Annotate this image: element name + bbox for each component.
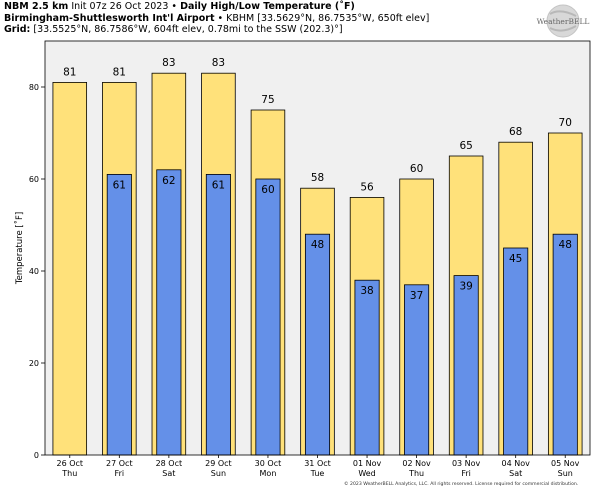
low-temp-bar: [453, 275, 479, 456]
chart-title: Daily High/Low Temperature (˚F): [180, 1, 355, 12]
separator: •: [171, 1, 178, 12]
low-temp-bar: [255, 178, 281, 456]
low-temp-bar: [404, 284, 430, 456]
low-temp-label: 39: [459, 281, 472, 293]
y-tick-label: 80: [29, 83, 39, 92]
x-tick-label-day: Thu: [408, 469, 424, 478]
high-temp-label: 60: [410, 163, 423, 175]
x-tick-label-day: Mon: [260, 469, 277, 478]
high-temp-label: 81: [63, 66, 76, 78]
x-tick-label-day: Wed: [358, 469, 375, 478]
x-tick-label-day: Sun: [211, 469, 226, 478]
x-tick-label-day: Fri: [115, 469, 125, 478]
chart-header: NBM 2.5 km Init 07z 26 Oct 2023 • Daily …: [4, 1, 524, 36]
high-temp-label: 70: [559, 117, 572, 129]
y-axis: 0 20 40 60 80: [29, 83, 45, 460]
station-info: KBHM [33.5629°N, 86.7535°W, 650ft elev]: [226, 12, 430, 24]
low-temp-label: 61: [113, 179, 126, 191]
x-tick-label-day: Sat: [509, 469, 522, 478]
high-temp-label: 68: [509, 126, 522, 138]
x-tick-label-date: 03 Nov: [452, 459, 481, 468]
header-line-2: Birmingham-Shuttlesworth Int'l Airport •…: [4, 13, 524, 25]
copyright-notice: © 2023 WeatherBELL Analytics, LLC. All r…: [344, 482, 579, 487]
low-temp-label: 38: [360, 285, 373, 297]
separator: •: [217, 12, 224, 24]
low-temp-bar: [552, 233, 578, 456]
init-time: Init 07z 26 Oct 2023: [71, 1, 169, 12]
x-tick-label-date: 26 Oct: [56, 459, 83, 468]
y-tick-label: 20: [29, 359, 39, 368]
low-temp-label: 48: [559, 239, 572, 251]
low-temp-label: 62: [162, 175, 175, 187]
x-tick-label-date: 02 Nov: [402, 459, 431, 468]
x-tick-label-date: 27 Oct: [106, 459, 133, 468]
x-tick-label-date: 31 Oct: [304, 459, 331, 468]
x-tick-label-date: 28 Oct: [156, 459, 183, 468]
low-temp-bar: [354, 279, 380, 456]
header-line-1: NBM 2.5 km Init 07z 26 Oct 2023 • Daily …: [4, 1, 524, 13]
y-axis-label: Temperature [˚F]: [14, 212, 25, 285]
x-tick-label-date: 29 Oct: [205, 459, 232, 468]
y-tick-label: 60: [29, 175, 39, 184]
model-name: NBM 2.5 km: [4, 1, 69, 12]
x-tick-label-date: 05 Nov: [551, 459, 580, 468]
x-tick-label-date: 04 Nov: [502, 459, 531, 468]
x-tick-label-day: Sat: [162, 469, 175, 478]
low-temp-label: 37: [410, 290, 423, 302]
low-temp-bar: [304, 233, 331, 456]
grid-info: [33.5525°N, 86.7586°W, 604ft elev, 0.78m…: [33, 24, 343, 35]
high-temp-label: 81: [113, 66, 126, 78]
station-name: Birmingham-Shuttlesworth Int'l Airport: [4, 12, 215, 24]
high-temp-label: 58: [311, 172, 324, 184]
y-tick-label: 40: [29, 267, 39, 276]
x-tick-label-date: 30 Oct: [255, 459, 282, 468]
high-temp-label: 83: [162, 57, 175, 69]
grid-label: Grid:: [4, 24, 31, 35]
x-tick-label-day: Tue: [310, 469, 325, 478]
low-temp-label: 48: [311, 239, 324, 251]
x-tick-label-date: 01 Nov: [353, 459, 382, 468]
logo-text: WeatherBELL: [537, 17, 590, 26]
high-temp-label: 83: [212, 57, 225, 69]
header-line-3: Grid: [33.5525°N, 86.7586°W, 604ft elev,…: [4, 24, 524, 36]
high-temp-label: 65: [459, 140, 472, 152]
x-tick-label-day: Fri: [461, 469, 471, 478]
y-tick-label: 0: [34, 451, 39, 460]
low-temp-bar: [106, 173, 132, 456]
high-temp-label: 56: [360, 181, 374, 193]
plot-frame: [44, 40, 591, 456]
x-tick-label-day: Thu: [61, 469, 77, 478]
low-temp-label: 45: [509, 253, 522, 265]
low-temp-bar: [205, 173, 231, 456]
low-temp-label: 61: [212, 179, 225, 191]
high-temp-label: 75: [261, 94, 274, 106]
low-temp-bar: [503, 247, 529, 456]
weatherbell-logo: WeatherBELL: [537, 4, 590, 38]
high-temp-bar: [52, 82, 88, 456]
low-temp-bar: [156, 169, 182, 456]
bars-group: 81 81 61 83 62 83 61 75 60 58 48 56 38 60 37 65 39 68 45 70…: [52, 57, 583, 456]
x-tick-label-day: Sun: [558, 469, 573, 478]
low-temp-label: 60: [261, 184, 274, 196]
